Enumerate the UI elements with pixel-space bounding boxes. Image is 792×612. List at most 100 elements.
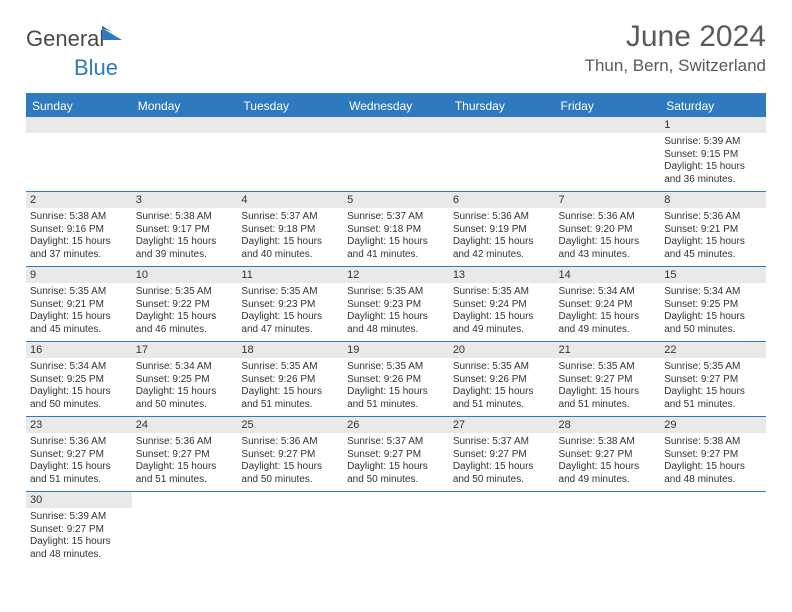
day-info-line: Sunset: 9:21 PM [664, 224, 762, 237]
day-info-line: Sunset: 9:18 PM [241, 224, 339, 237]
calendar-cell [132, 492, 238, 567]
day-info-line: Sunset: 9:24 PM [559, 299, 657, 312]
day-info-line: Daylight: 15 hours [664, 236, 762, 249]
calendar-cell: 10Sunrise: 5:35 AMSunset: 9:22 PMDayligh… [132, 267, 238, 342]
calendar-cell [237, 492, 343, 567]
day-number: 8 [660, 192, 766, 208]
day-info-line: and 50 minutes. [136, 399, 234, 412]
calendar-row: 23Sunrise: 5:36 AMSunset: 9:27 PMDayligh… [26, 417, 766, 492]
day-number: 30 [26, 492, 132, 508]
day-info-line: and 48 minutes. [30, 549, 128, 562]
day-info-line: and 49 minutes. [453, 324, 551, 337]
day-info: Sunrise: 5:36 AMSunset: 9:27 PMDaylight:… [26, 433, 132, 491]
day-info-line: and 37 minutes. [30, 249, 128, 262]
day-info-line: Daylight: 15 hours [241, 461, 339, 474]
calendar-cell: 20Sunrise: 5:35 AMSunset: 9:26 PMDayligh… [449, 342, 555, 417]
day-info-line: Sunrise: 5:36 AM [559, 211, 657, 224]
day-info-line: Daylight: 15 hours [30, 386, 128, 399]
day-info-line: Daylight: 15 hours [664, 386, 762, 399]
day-number: 13 [449, 267, 555, 283]
location-text: Thun, Bern, Switzerland [585, 56, 766, 76]
calendar-row: 2Sunrise: 5:38 AMSunset: 9:16 PMDaylight… [26, 192, 766, 267]
calendar-cell: 3Sunrise: 5:38 AMSunset: 9:17 PMDaylight… [132, 192, 238, 267]
day-info-line: Sunrise: 5:36 AM [241, 436, 339, 449]
day-info-line: Sunset: 9:27 PM [559, 374, 657, 387]
day-info-line: Sunrise: 5:35 AM [241, 361, 339, 374]
day-info: Sunrise: 5:38 AMSunset: 9:27 PMDaylight:… [555, 433, 661, 491]
brand-name-b: Blue [74, 55, 118, 80]
flag-icon [102, 26, 124, 45]
day-number: 28 [555, 417, 661, 433]
calendar-cell: 29Sunrise: 5:38 AMSunset: 9:27 PMDayligh… [660, 417, 766, 492]
day-info-line: and 50 minutes. [347, 474, 445, 487]
calendar-cell [343, 117, 449, 192]
day-info: Sunrise: 5:35 AMSunset: 9:26 PMDaylight:… [343, 358, 449, 416]
day-info-line: and 51 minutes. [30, 474, 128, 487]
day-info-line: Sunrise: 5:35 AM [453, 361, 551, 374]
day-info-line: Sunset: 9:25 PM [30, 374, 128, 387]
day-info: Sunrise: 5:37 AMSunset: 9:27 PMDaylight:… [449, 433, 555, 491]
calendar-cell: 14Sunrise: 5:34 AMSunset: 9:24 PMDayligh… [555, 267, 661, 342]
day-info-line: Sunset: 9:19 PM [453, 224, 551, 237]
col-tue: Tuesday [237, 94, 343, 117]
day-info-line: Sunrise: 5:37 AM [453, 436, 551, 449]
day-info: Sunrise: 5:35 AMSunset: 9:26 PMDaylight:… [237, 358, 343, 416]
day-info: Sunrise: 5:35 AMSunset: 9:27 PMDaylight:… [555, 358, 661, 416]
day-info-line: Sunrise: 5:35 AM [347, 361, 445, 374]
day-info-line: Daylight: 15 hours [453, 236, 551, 249]
calendar-body: 1Sunrise: 5:39 AMSunset: 9:15 PMDaylight… [26, 117, 766, 566]
day-info-line: and 51 minutes. [136, 474, 234, 487]
day-number: 6 [449, 192, 555, 208]
day-info-line: Daylight: 15 hours [30, 461, 128, 474]
col-wed: Wednesday [343, 94, 449, 117]
day-info-line: Sunset: 9:25 PM [136, 374, 234, 387]
day-info-line: Daylight: 15 hours [664, 161, 762, 174]
day-info-line: Sunrise: 5:38 AM [559, 436, 657, 449]
day-info: Sunrise: 5:35 AMSunset: 9:21 PMDaylight:… [26, 283, 132, 341]
calendar-cell [343, 492, 449, 567]
calendar-row: 30Sunrise: 5:39 AMSunset: 9:27 PMDayligh… [26, 492, 766, 567]
calendar-cell [237, 117, 343, 192]
day-info-line: and 50 minutes. [30, 399, 128, 412]
calendar-cell: 11Sunrise: 5:35 AMSunset: 9:23 PMDayligh… [237, 267, 343, 342]
day-info-line: Sunrise: 5:35 AM [30, 286, 128, 299]
col-fri: Friday [555, 94, 661, 117]
day-number-empty [343, 117, 449, 133]
day-info-line: Sunrise: 5:37 AM [241, 211, 339, 224]
day-info-line: Sunrise: 5:36 AM [30, 436, 128, 449]
col-mon: Monday [132, 94, 238, 117]
day-info-line: Daylight: 15 hours [559, 461, 657, 474]
calendar-cell: 9Sunrise: 5:35 AMSunset: 9:21 PMDaylight… [26, 267, 132, 342]
day-info: Sunrise: 5:37 AMSunset: 9:27 PMDaylight:… [343, 433, 449, 491]
day-info-line: Sunrise: 5:38 AM [30, 211, 128, 224]
title-block: June 2024 Thun, Bern, Switzerland [585, 20, 766, 76]
day-info-line: Daylight: 15 hours [30, 536, 128, 549]
day-info-line: and 51 minutes. [559, 399, 657, 412]
day-info-line: Sunrise: 5:38 AM [664, 436, 762, 449]
day-info-line: Sunrise: 5:35 AM [453, 286, 551, 299]
calendar-cell: 2Sunrise: 5:38 AMSunset: 9:16 PMDaylight… [26, 192, 132, 267]
calendar-cell: 6Sunrise: 5:36 AMSunset: 9:19 PMDaylight… [449, 192, 555, 267]
day-info-line: and 51 minutes. [347, 399, 445, 412]
day-info-line: Sunset: 9:26 PM [347, 374, 445, 387]
calendar-row: 16Sunrise: 5:34 AMSunset: 9:25 PMDayligh… [26, 342, 766, 417]
day-info: Sunrise: 5:37 AMSunset: 9:18 PMDaylight:… [343, 208, 449, 266]
day-info: Sunrise: 5:35 AMSunset: 9:23 PMDaylight:… [343, 283, 449, 341]
month-title: June 2024 [585, 20, 766, 54]
day-number-empty [132, 117, 238, 133]
day-number: 10 [132, 267, 238, 283]
day-number: 11 [237, 267, 343, 283]
day-info: Sunrise: 5:35 AMSunset: 9:23 PMDaylight:… [237, 283, 343, 341]
day-info-line: Daylight: 15 hours [241, 311, 339, 324]
calendar-cell: 30Sunrise: 5:39 AMSunset: 9:27 PMDayligh… [26, 492, 132, 567]
calendar-cell: 7Sunrise: 5:36 AMSunset: 9:20 PMDaylight… [555, 192, 661, 267]
day-number: 12 [343, 267, 449, 283]
day-info-line: Daylight: 15 hours [664, 461, 762, 474]
brand-text-wrap: General Blue [26, 26, 124, 81]
day-number: 22 [660, 342, 766, 358]
calendar-cell: 19Sunrise: 5:35 AMSunset: 9:26 PMDayligh… [343, 342, 449, 417]
day-info-line: Sunrise: 5:35 AM [664, 361, 762, 374]
day-info-line: and 41 minutes. [347, 249, 445, 262]
col-sat: Saturday [660, 94, 766, 117]
calendar-row: 1Sunrise: 5:39 AMSunset: 9:15 PMDaylight… [26, 117, 766, 192]
